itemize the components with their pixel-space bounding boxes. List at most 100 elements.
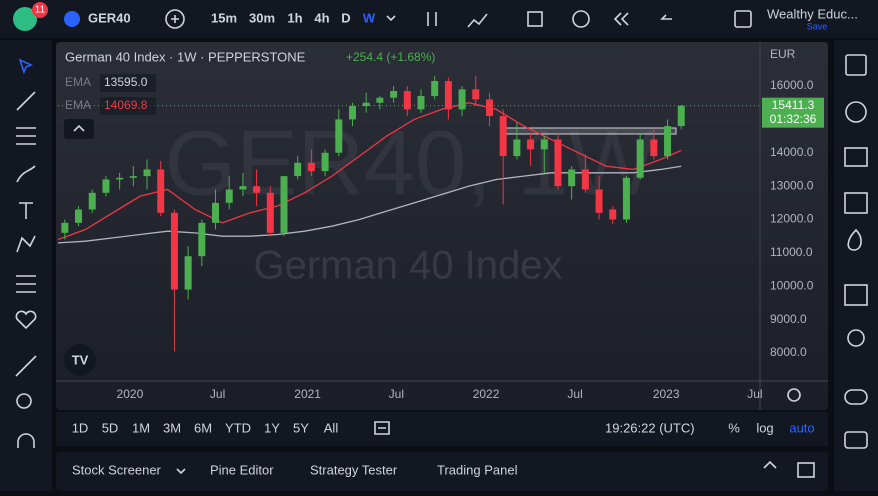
panel-tab[interactable]: Stock Screener — [72, 462, 162, 477]
candle-body — [376, 97, 384, 103]
candle-body — [143, 169, 151, 177]
candle-body — [294, 162, 302, 177]
panel-tab[interactable]: Pine Editor — [210, 462, 274, 477]
y-tick-label: 16000.0 — [770, 78, 814, 92]
scale-button[interactable]: % — [728, 420, 740, 435]
interval[interactable]: 15m — [211, 10, 237, 25]
legend-name: EMA — [65, 98, 91, 112]
logo[interactable] — [13, 7, 37, 31]
layout-icon[interactable] — [527, 11, 543, 27]
candle-body — [609, 209, 617, 220]
candle-body — [527, 139, 535, 150]
x-tick-label: 2021 — [294, 387, 321, 401]
legend-value-bg — [100, 74, 156, 92]
candle-body — [540, 139, 548, 150]
candle-body — [431, 81, 439, 97]
settings-icon[interactable] — [787, 388, 801, 402]
range-button[interactable]: 1Y — [264, 420, 280, 435]
save-label[interactable]: Save — [807, 21, 828, 31]
candle-body — [568, 169, 576, 187]
undo-icon[interactable] — [660, 14, 672, 20]
range-button[interactable]: All — [324, 420, 339, 435]
x-tick-label: Jul — [210, 387, 225, 401]
y-tick-label: 11000.0 — [770, 245, 813, 259]
watermark-symbol: GER40, 1W — [165, 112, 656, 214]
replay-icon[interactable] — [613, 12, 629, 26]
collapse-button[interactable] — [64, 119, 94, 139]
candle-body — [650, 139, 658, 157]
range-button[interactable]: 3M — [163, 420, 181, 435]
legend-value-bg — [100, 97, 156, 115]
chart-type-icon[interactable] — [427, 12, 437, 26]
scale-button[interactable]: log — [756, 420, 773, 435]
alert-icon[interactable] — [572, 10, 590, 28]
candle-body — [307, 162, 315, 172]
indicators-icon[interactable] — [467, 13, 488, 28]
date-range-icon[interactable] — [374, 421, 390, 435]
candle-body — [664, 126, 672, 157]
symbol[interactable]: GER40 — [88, 10, 131, 25]
watermark-name: German 40 Index — [253, 244, 562, 288]
screener-caret[interactable] — [176, 468, 186, 475]
candle-body — [335, 119, 343, 153]
panel-tab[interactable]: Trading Panel — [437, 462, 518, 477]
candle-body — [116, 177, 124, 180]
bottom-panel — [56, 452, 828, 491]
candle-body — [170, 212, 178, 290]
interval[interactable]: W — [363, 10, 376, 25]
symbol-icon — [64, 11, 80, 27]
y-tick-label: 14000.0 — [770, 145, 814, 159]
candle-body — [266, 192, 274, 233]
range-button[interactable]: 5D — [102, 420, 119, 435]
candle-body — [636, 139, 644, 178]
top-bar — [0, 0, 878, 38]
interval[interactable]: 30m — [249, 10, 275, 25]
candle-body — [403, 91, 411, 110]
badge — [32, 2, 48, 18]
candle-body — [458, 89, 466, 110]
interval-caret[interactable] — [386, 15, 396, 22]
candle-body — [444, 81, 452, 110]
countdown: 01:32:36 — [770, 112, 817, 126]
candle-body — [362, 102, 370, 107]
drawing-tools — [15, 58, 37, 448]
range-button[interactable]: 6M — [194, 420, 212, 435]
scale-button[interactable]: auto — [789, 420, 814, 435]
y-tick-label: 13000.0 — [770, 178, 814, 192]
y-tick-label: 8000.0 — [770, 345, 807, 359]
candle-body — [102, 179, 110, 193]
maximize-panel[interactable] — [763, 460, 777, 469]
x-tick-label: 2020 — [117, 387, 144, 401]
left-toolbar — [0, 40, 52, 491]
candle-body — [212, 202, 220, 223]
range-button[interactable]: YTD — [225, 420, 251, 435]
candle-body — [61, 222, 69, 233]
widget-bar — [844, 54, 868, 449]
range-button[interactable]: 1M — [132, 420, 150, 435]
legend-title: German 40 Index · 1W · PEPPERSTONE — [65, 49, 306, 64]
compare-button[interactable] — [165, 9, 185, 29]
candle-body — [554, 139, 562, 187]
plot — [58, 76, 685, 352]
candle-body — [225, 189, 233, 203]
panel-fullscreen[interactable] — [797, 462, 815, 478]
fullscreen-icon[interactable] — [734, 10, 752, 28]
candle-body — [198, 222, 206, 257]
candle-body — [472, 89, 480, 100]
range-bar — [56, 412, 828, 446]
candle-body — [88, 192, 96, 210]
legend-value: 14069.8 — [104, 98, 148, 112]
y-tick-label: 10000.0 — [770, 278, 814, 292]
interval[interactable]: 1h — [287, 10, 302, 25]
interval[interactable]: D — [341, 10, 350, 25]
candle-body — [129, 176, 137, 178]
range-button[interactable]: 5Y — [293, 420, 309, 435]
plus-icon — [171, 15, 179, 23]
panel-tab[interactable]: Strategy Tester — [310, 462, 398, 477]
interval[interactable]: 4h — [314, 10, 329, 25]
candle-body — [157, 169, 165, 213]
y-tick-label: 9000.0 — [770, 312, 807, 326]
layout-name[interactable]: Wealthy Educ... — [767, 6, 858, 21]
range-button[interactable]: 1D — [72, 420, 89, 435]
